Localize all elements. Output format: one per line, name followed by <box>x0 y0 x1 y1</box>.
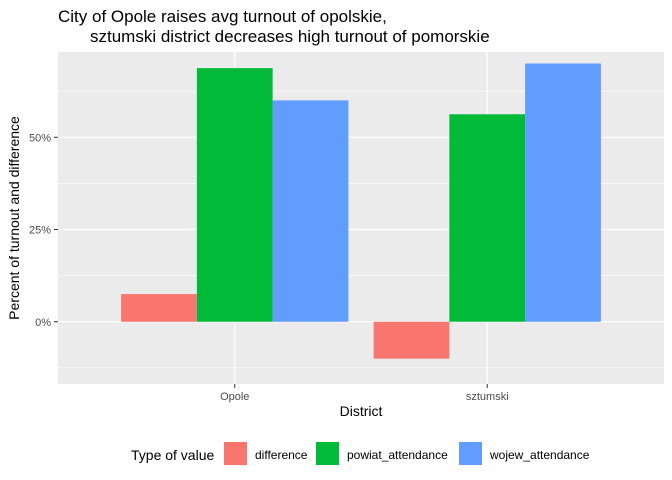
y-tick-label: 50% <box>29 132 51 144</box>
legend: Type of value difference powiat_attendanc… <box>131 442 590 465</box>
legend-label-difference: difference <box>255 448 308 462</box>
x-tick-label: sztumski <box>466 391 509 403</box>
chart-title-line-1: City of Opole raises avg turnout of opol… <box>58 7 387 26</box>
legend-label-powiat_attendance: powiat_attendance <box>347 448 448 462</box>
y-tick-label: 25% <box>29 225 51 237</box>
bar-wojew_attendance-Opole <box>272 100 349 322</box>
bar-difference-sztumski <box>373 321 450 359</box>
y-tick-layer: 0% 25% 50% <box>29 132 58 329</box>
chart-title-line-2: sztumski district decreases high turnout… <box>90 27 490 46</box>
x-tick-layer: Opole sztumski <box>220 384 509 403</box>
bar-wojew_attendance-sztumski <box>525 63 601 322</box>
bar-powiat_attendance-Opole <box>196 68 273 322</box>
chart-title: City of Opole raises avg turnout of opol… <box>58 7 490 46</box>
legend-key-difference <box>224 442 247 465</box>
x-axis-title: District <box>340 403 383 419</box>
bar-powiat_attendance-sztumski <box>449 114 526 322</box>
legend-label-wojew_attendance: wojew_attendance <box>489 448 590 462</box>
bar-difference-Opole <box>121 294 197 322</box>
y-tick-label: 0% <box>35 317 51 329</box>
legend-key-wojew_attendance <box>459 442 482 465</box>
legend-key-powiat_attendance <box>316 442 339 465</box>
x-tick-label: Opole <box>220 391 249 403</box>
y-axis-title: Percent of turnout and difference <box>6 116 22 320</box>
legend-title: Type of value <box>131 447 214 463</box>
bar-layer <box>121 63 601 359</box>
